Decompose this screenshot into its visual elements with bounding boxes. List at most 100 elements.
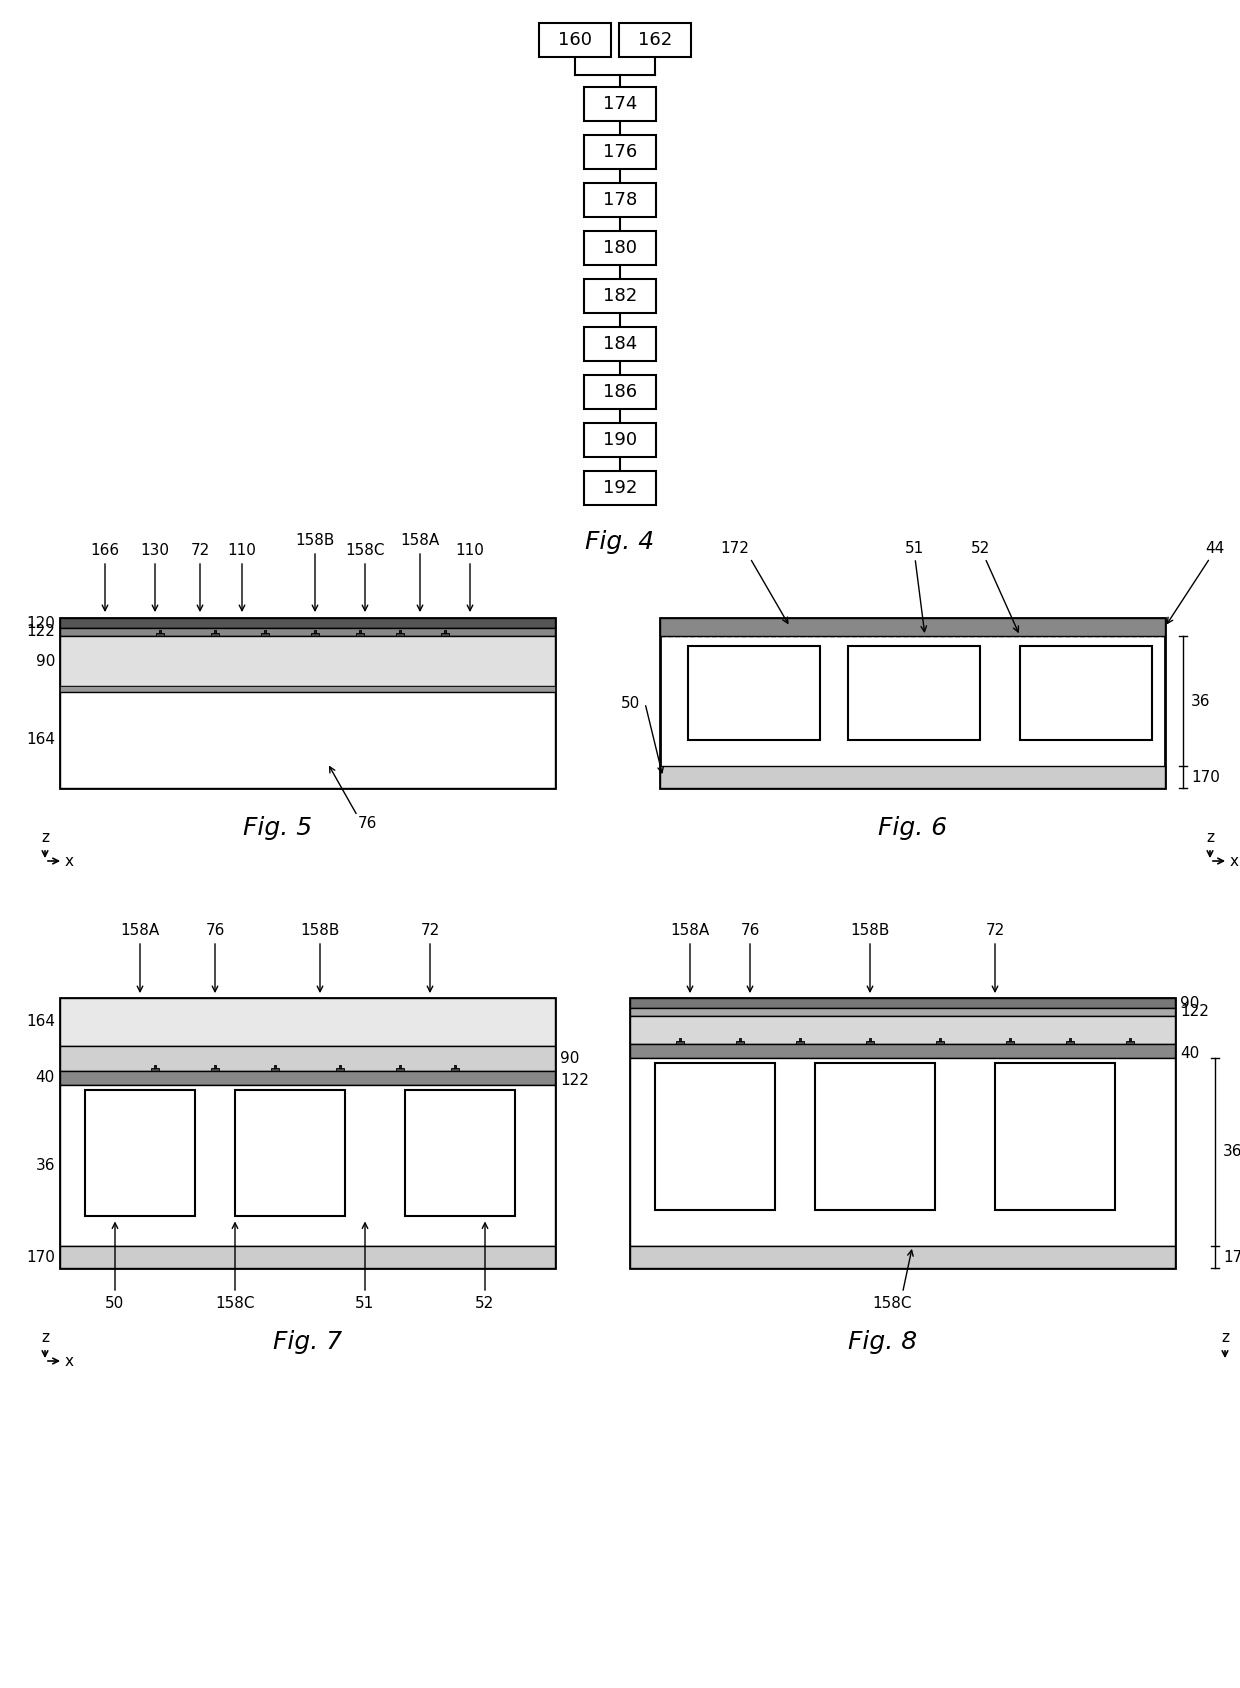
Text: 178: 178 bbox=[603, 191, 637, 209]
Bar bbox=[655, 1063, 775, 1210]
Bar bbox=[151, 1069, 159, 1070]
Bar bbox=[584, 327, 656, 361]
Bar bbox=[869, 1038, 870, 1041]
Bar bbox=[60, 692, 556, 788]
Text: 176: 176 bbox=[603, 143, 637, 160]
Bar bbox=[60, 685, 556, 692]
Bar bbox=[274, 1065, 277, 1069]
Text: 170: 170 bbox=[26, 1249, 55, 1264]
Text: 164: 164 bbox=[26, 1014, 55, 1030]
Text: 174: 174 bbox=[603, 95, 637, 113]
Bar bbox=[1069, 1038, 1071, 1041]
Bar bbox=[272, 1069, 279, 1070]
Bar bbox=[630, 998, 1176, 1008]
Bar bbox=[630, 1043, 1176, 1058]
Bar bbox=[939, 1038, 941, 1041]
Bar bbox=[630, 1246, 1176, 1268]
Text: 120: 120 bbox=[26, 616, 55, 631]
Text: 166: 166 bbox=[91, 544, 119, 559]
Bar bbox=[154, 1065, 156, 1069]
Text: 36: 36 bbox=[1223, 1144, 1240, 1160]
Bar bbox=[630, 998, 1176, 1268]
Text: 158B: 158B bbox=[300, 923, 340, 939]
Text: 162: 162 bbox=[637, 30, 672, 49]
Text: 130: 130 bbox=[140, 544, 170, 559]
Text: z: z bbox=[1207, 830, 1214, 846]
Bar bbox=[215, 1065, 216, 1069]
Text: z: z bbox=[41, 1330, 50, 1345]
Text: 158B: 158B bbox=[295, 533, 335, 549]
Text: x: x bbox=[1230, 854, 1239, 869]
Text: x: x bbox=[64, 1354, 74, 1369]
Bar bbox=[584, 279, 656, 312]
Bar bbox=[399, 630, 401, 633]
Text: 170: 170 bbox=[1190, 770, 1220, 785]
Bar bbox=[584, 424, 656, 457]
Text: 190: 190 bbox=[603, 430, 637, 449]
Bar bbox=[676, 1041, 683, 1043]
Text: 158C: 158C bbox=[216, 1296, 254, 1312]
Bar bbox=[397, 1069, 403, 1070]
Bar bbox=[397, 633, 403, 636]
Bar bbox=[815, 1063, 935, 1210]
Text: 90: 90 bbox=[560, 1052, 579, 1067]
Bar bbox=[60, 618, 556, 628]
Text: Fig. 6: Fig. 6 bbox=[878, 815, 947, 841]
Text: 186: 186 bbox=[603, 383, 637, 402]
Bar bbox=[159, 630, 161, 633]
Text: Fig. 8: Fig. 8 bbox=[848, 1330, 918, 1354]
Bar bbox=[584, 182, 656, 218]
Bar bbox=[60, 628, 556, 636]
Bar bbox=[630, 1008, 1176, 1016]
Text: 50: 50 bbox=[621, 695, 640, 711]
Bar bbox=[405, 1090, 515, 1215]
Text: 76: 76 bbox=[358, 815, 377, 830]
Text: 172: 172 bbox=[720, 540, 749, 555]
Text: 122: 122 bbox=[560, 1074, 589, 1089]
Bar bbox=[60, 1047, 556, 1070]
Text: 158A: 158A bbox=[120, 923, 160, 939]
Bar bbox=[994, 1063, 1115, 1210]
Bar bbox=[336, 1069, 343, 1070]
Bar bbox=[444, 630, 446, 633]
Text: 110: 110 bbox=[455, 544, 485, 559]
Bar bbox=[619, 24, 691, 57]
Bar bbox=[262, 633, 269, 636]
Bar bbox=[688, 647, 820, 739]
Text: z: z bbox=[1221, 1330, 1229, 1345]
Text: 40: 40 bbox=[1180, 1047, 1199, 1062]
Text: 51: 51 bbox=[356, 1296, 374, 1312]
Bar bbox=[799, 1038, 801, 1041]
Text: 76: 76 bbox=[740, 923, 760, 939]
Bar bbox=[1021, 647, 1152, 739]
Bar bbox=[630, 1058, 1176, 1246]
Text: 122: 122 bbox=[1180, 1004, 1209, 1020]
Text: 110: 110 bbox=[228, 544, 257, 559]
Text: 184: 184 bbox=[603, 334, 637, 353]
Text: 90: 90 bbox=[36, 653, 55, 668]
Bar bbox=[211, 1069, 218, 1070]
Text: 158C: 158C bbox=[873, 1296, 913, 1312]
Bar bbox=[1128, 1038, 1131, 1041]
Text: 72: 72 bbox=[191, 544, 210, 559]
Text: 90: 90 bbox=[1180, 996, 1199, 1011]
Text: 50: 50 bbox=[105, 1296, 125, 1312]
Text: 122: 122 bbox=[26, 625, 55, 640]
Text: z: z bbox=[41, 830, 50, 846]
Bar bbox=[584, 135, 656, 169]
Bar bbox=[454, 1065, 456, 1069]
Bar bbox=[1009, 1038, 1011, 1041]
Bar bbox=[584, 88, 656, 122]
Bar bbox=[796, 1041, 804, 1043]
Text: 72: 72 bbox=[420, 923, 440, 939]
Bar bbox=[1066, 1041, 1074, 1043]
Text: 36: 36 bbox=[1190, 694, 1210, 709]
Bar bbox=[1007, 1041, 1013, 1043]
Text: 76: 76 bbox=[206, 923, 224, 939]
Bar bbox=[630, 1016, 1176, 1043]
Bar bbox=[86, 1090, 195, 1215]
Bar bbox=[60, 998, 556, 1047]
Text: 158A: 158A bbox=[401, 533, 440, 549]
Text: 158B: 158B bbox=[851, 923, 889, 939]
Text: 52: 52 bbox=[475, 1296, 495, 1312]
